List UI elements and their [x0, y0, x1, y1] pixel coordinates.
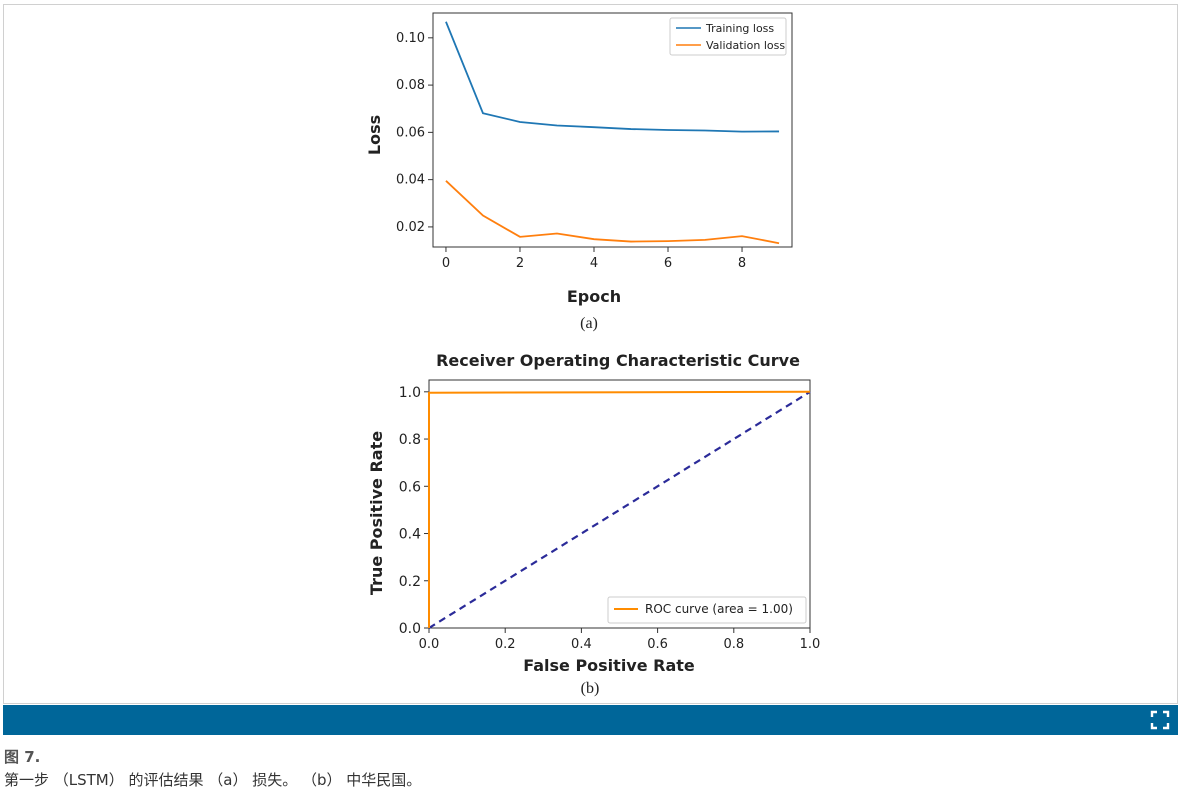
loss-legend: Training loss Validation loss [669, 17, 787, 56]
loss-y-axis-label: Loss [365, 115, 384, 155]
roc-chart: Receiver Operating Characteristic Curve … [367, 351, 820, 697]
roc-y-tick-label: 0.2 [399, 574, 421, 590]
roc-y-ticks: 0.0 0.2 0.4 0.6 0.8 1.0 [399, 385, 429, 637]
loss-x-tick-label: 2 [516, 256, 524, 271]
roc-x-axis-label: False Positive Rate [523, 656, 695, 675]
loss-sublabel: (a) [580, 315, 598, 332]
roc-x-tick-label: 0.6 [647, 637, 668, 652]
figure-toolbar [3, 705, 1178, 735]
roc-sublabel: (b) [581, 680, 600, 697]
loss-y-tick-label: 0.06 [396, 125, 425, 140]
training-loss-line [445, 21, 780, 133]
roc-legend-box [607, 596, 807, 624]
roc-y-axis-label: True Positive Rate [367, 431, 386, 595]
legend-label-roc: ROC curve (area = 1.00) [645, 602, 793, 616]
loss-y-tick-label: 0.10 [396, 31, 425, 46]
loss-plot-area [432, 12, 793, 248]
roc-x-ticks: 0.0 0.2 0.4 0.6 0.8 1.0 [419, 628, 821, 652]
legend-label-validation: Validation loss [706, 39, 785, 52]
loss-chart: 0 2 4 6 8 0.02 0.04 0.06 0.08 0.10 Training loss… [365, 12, 793, 332]
roc-y-tick-label: 0.0 [399, 621, 421, 637]
loss-y-ticks: 0.02 0.04 0.06 0.08 0.10 [396, 31, 433, 235]
loss-x-tick-label: 6 [664, 256, 672, 271]
loss-y-tick-label: 0.02 [396, 220, 425, 235]
loss-x-tick-label: 0 [442, 256, 450, 271]
roc-curve-line [428, 390, 811, 628]
loss-x-axis-label: Epoch [567, 287, 621, 306]
loss-y-tick-label: 0.08 [396, 78, 425, 93]
roc-x-tick-label: 1.0 [800, 637, 821, 652]
loss-series [445, 21, 780, 245]
roc-y-tick-label: 0.4 [399, 527, 421, 543]
roc-x-tick-label: 0.8 [723, 637, 744, 652]
figure-image: 0 2 4 6 8 0.02 0.04 0.06 0.08 0.10 Training loss… [365, 12, 820, 697]
validation-loss-line [445, 180, 780, 245]
roc-x-tick-label: 0.4 [571, 637, 592, 652]
roc-y-tick-label: 0.8 [399, 432, 421, 448]
roc-x-tick-label: 0.0 [419, 637, 440, 652]
roc-y-tick-label: 1.0 [399, 385, 421, 401]
figure-label: 图 7. [4, 748, 41, 766]
loss-x-ticks: 0 2 4 6 8 [442, 247, 746, 271]
roc-x-tick-label: 0.2 [495, 637, 516, 652]
expand-button[interactable] [1150, 710, 1170, 730]
loss-x-tick-label: 8 [738, 256, 746, 271]
chance-diagonal-line [428, 390, 811, 629]
loss-y-tick-label: 0.04 [396, 173, 425, 188]
roc-title: Receiver Operating Characteristic Curve [436, 351, 800, 370]
figure-caption: 第一步 （LSTM） 的评估结果 （a） 损失。 （b） 中华民国。 [4, 771, 422, 789]
roc-plot-area [428, 379, 811, 629]
roc-legend: ROC curve (area = 1.00) [607, 596, 807, 624]
legend-label-training: Training loss [705, 22, 774, 35]
expand-icon [1150, 710, 1170, 730]
roc-series [428, 390, 811, 629]
figure-frame: 0 2 4 6 8 0.02 0.04 0.06 0.08 0.10 Training loss… [3, 4, 1178, 704]
loss-x-tick-label: 4 [590, 256, 598, 271]
roc-y-tick-label: 0.6 [399, 479, 421, 495]
